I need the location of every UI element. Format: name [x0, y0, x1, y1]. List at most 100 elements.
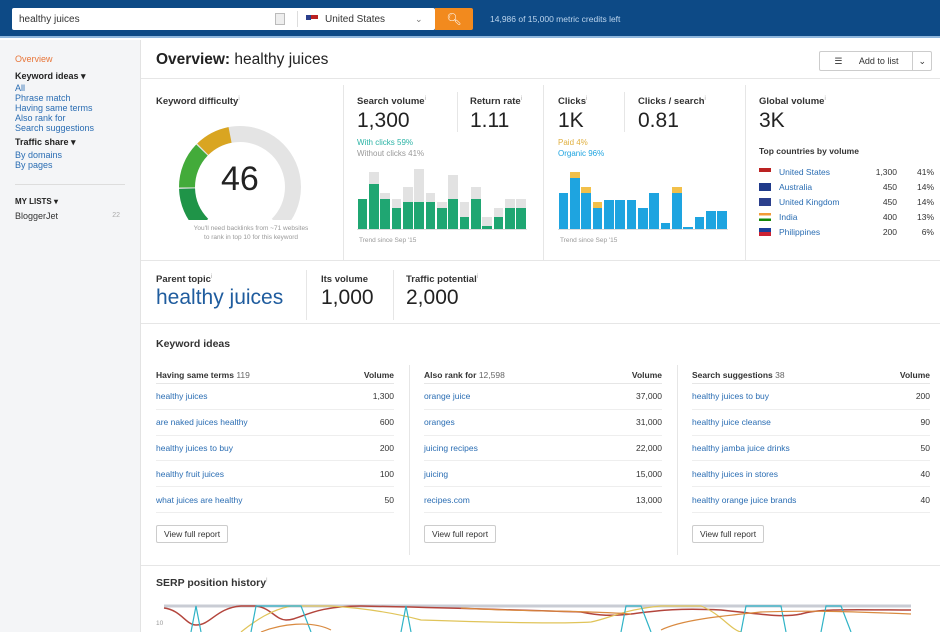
trend-bar — [493, 208, 504, 217]
keyword-link[interactable]: healthy juices in stores — [692, 468, 778, 479]
difficulty-gauge — [179, 126, 301, 220]
my-lists-heading[interactable]: MY LISTS ▾ — [15, 196, 58, 206]
trend-bar — [705, 211, 716, 229]
trend-bar — [504, 208, 515, 229]
keyword-link[interactable]: are naked juices healthy — [156, 417, 248, 428]
column-title[interactable]: Having same terms — [156, 370, 234, 380]
country-percent: 14% — [916, 196, 934, 207]
keyword-link[interactable]: healthy orange juice brands — [692, 494, 797, 505]
keyword-volume: 200 — [915, 391, 930, 402]
keyword-link[interactable]: healthy fruit juices — [156, 468, 225, 479]
table-row: healthy fruit juices 100 — [156, 461, 394, 488]
view-full-report-button[interactable]: View full report — [156, 524, 229, 543]
list-item[interactable]: BloggerJet 22 — [15, 209, 140, 224]
gauge-segment — [179, 144, 208, 188]
search-icon: 🔍︎ — [446, 12, 462, 26]
keyword-link[interactable]: oranges — [424, 417, 455, 428]
sidebar-item-by-domains[interactable]: By domains — [15, 149, 63, 160]
traffic-potential-value: 2,000 — [406, 286, 459, 309]
divider — [343, 85, 344, 260]
trend-bar — [493, 217, 504, 229]
country-link[interactable]: Philippines — [779, 226, 821, 237]
trend-bar — [694, 217, 705, 229]
keyword-link[interactable]: juicing recipes — [424, 442, 478, 453]
keyword-link[interactable]: recipes.com — [424, 494, 470, 505]
column-header: Also rank for 12,598 Volume — [424, 362, 662, 384]
column-title[interactable]: Also rank for — [424, 370, 477, 380]
keyword-link[interactable]: orange juice — [424, 391, 471, 402]
chevron-down-icon[interactable]: ⌄ — [415, 13, 423, 24]
sidebar-item-all[interactable]: All — [15, 83, 26, 94]
sidebar-heading-keyword-ideas[interactable]: Keyword ideas ▾ — [15, 70, 86, 81]
view-full-report-button[interactable]: View full report — [424, 524, 497, 543]
table-row: healthy juices to buy 200 — [156, 436, 394, 462]
country-link[interactable]: United Kingdom — [779, 196, 840, 207]
trend-bar — [615, 200, 625, 229]
trend-bar — [402, 187, 413, 202]
sidebar-heading-traffic-share[interactable]: Traffic share ▾ — [15, 137, 76, 148]
keyword-link[interactable]: healthy juice cleanse — [692, 417, 771, 428]
clicks-label: Clicksi — [558, 96, 588, 108]
column-title[interactable]: Search suggestions — [692, 370, 773, 380]
country-link[interactable]: Australia — [779, 182, 813, 193]
table-row: what juices are healthy 50 — [156, 487, 394, 513]
search-button[interactable]: 🔍︎ — [435, 8, 473, 30]
gauge-segment — [197, 127, 232, 156]
trend-bar — [436, 202, 447, 208]
keyword-volume: 50 — [920, 442, 930, 453]
add-to-list-button[interactable]: ☰ Add to list ⌄ — [819, 51, 932, 71]
divider — [141, 260, 940, 261]
document-icon[interactable] — [275, 13, 285, 25]
keyword-link[interactable]: what juices are healthy — [156, 494, 243, 505]
view-full-report-button[interactable]: View full report — [692, 524, 765, 543]
clicks-per-search-value: 0.81 — [638, 109, 679, 132]
traffic-potential-label: Traffic potentiali — [406, 274, 479, 286]
sidebar-item-by-pages[interactable]: By pages — [15, 159, 53, 170]
global-volume-value: 3K — [759, 109, 785, 132]
parent-topic-link[interactable]: healthy juices — [156, 286, 284, 309]
chevron-down-icon[interactable]: ⌄ — [912, 52, 931, 70]
serp-history-title: SERP position historyi — [156, 577, 268, 589]
sidebar-item-overview[interactable]: Overview — [15, 54, 53, 64]
table-row: recipes.com 13,000 — [424, 487, 662, 513]
serp-axis-label: 10 — [156, 620, 164, 627]
keyword-link[interactable]: healthy juices to buy — [156, 442, 234, 453]
trend-bar — [414, 169, 424, 202]
trend-bar — [380, 193, 390, 199]
table-row: orange juice 37,000 — [424, 384, 662, 410]
table-row: healthy juices 1,300 — [156, 384, 394, 410]
divider — [677, 365, 678, 555]
keyword-volume: 13,000 — [636, 494, 662, 505]
trend-bar — [626, 200, 637, 229]
keyword-link[interactable]: healthy juices to buy — [692, 391, 770, 402]
sidebar-item-search-suggestions[interactable]: Search suggestions — [15, 123, 95, 134]
table-row: healthy juices in stores 40 — [692, 461, 930, 488]
trend-bar — [414, 202, 424, 229]
country-select[interactable]: United States — [325, 13, 386, 25]
trend-bar — [470, 199, 481, 229]
keyword-link[interactable]: juicing — [424, 468, 449, 479]
search-input[interactable]: healthy juices — [19, 13, 80, 25]
volume-header: Volume — [899, 370, 930, 380]
trend-bar — [569, 172, 580, 178]
table-row: are naked juices healthy 600 — [156, 410, 394, 436]
return-rate-value: 1.11 — [470, 109, 510, 132]
trend-bar — [402, 202, 413, 229]
clicks-value: 1K — [558, 109, 584, 132]
divider — [624, 92, 625, 132]
country-link[interactable]: India — [779, 211, 798, 222]
trend-bar — [357, 199, 368, 229]
ph-flag-icon — [759, 227, 771, 236]
country-link[interactable]: United States — [779, 167, 831, 178]
sidebar-item-having-same-terms[interactable]: Having same terms — [15, 103, 93, 114]
trend-bar — [569, 178, 580, 229]
sidebar-item-also-rank-for[interactable]: Also rank for — [15, 113, 66, 124]
search-bar[interactable]: healthy juices United States ⌄ — [12, 8, 435, 30]
sidebar-item-phrase-match[interactable]: Phrase match — [15, 93, 71, 104]
country-volume: 400 — [882, 211, 897, 222]
keyword-link[interactable]: healthy jamba juice drinks — [692, 442, 790, 453]
country-row: Australia 450 14% — [759, 180, 934, 195]
trend-bar — [717, 211, 727, 229]
keyword-link[interactable]: healthy juices — [156, 391, 208, 402]
column-count: 12,598 — [478, 370, 505, 380]
